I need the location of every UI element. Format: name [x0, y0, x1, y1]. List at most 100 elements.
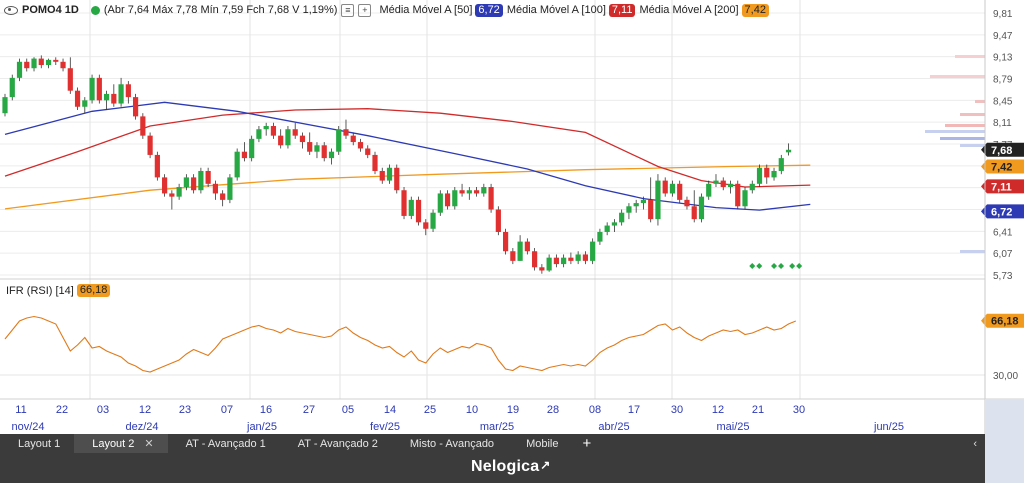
chevron-left-icon[interactable]: ‹ [973, 437, 977, 450]
price-tick-label: 9,47 [993, 31, 1013, 42]
candle-up [437, 193, 443, 213]
candle-down [74, 90, 81, 107]
candle-up [778, 158, 784, 171]
tab-at-avancado-1[interactable]: AT - Avançado 1 [168, 434, 280, 453]
tab-mobile[interactable]: Mobile [508, 434, 572, 453]
month-tick-label: dez/24 [125, 421, 158, 433]
candle-down [539, 267, 545, 271]
month-tick-label: mar/25 [480, 421, 514, 433]
ma50-price-tag-bg [981, 204, 1024, 219]
candle-down [582, 254, 588, 261]
candle-down [321, 145, 327, 159]
day-tick-label: 10 [466, 404, 478, 416]
candle-up [198, 170, 204, 191]
candle-down [60, 61, 66, 69]
tab-at-avancado-2[interactable]: AT - Avançado 2 [280, 434, 392, 453]
layout-tab-bar: Layout 1 Layout 2 ✕ AT - Avançado 1 AT - … [0, 434, 985, 453]
month-tick-label: nov/24 [11, 421, 44, 433]
candle-down [24, 61, 30, 69]
ma200-label[interactable]: Média Móvel A [200] [639, 4, 739, 16]
candle-down [372, 154, 378, 171]
tab-label: Mobile [526, 437, 559, 450]
tab-misto-avancado[interactable]: Misto - Avançado [392, 434, 508, 453]
candle-up [669, 183, 676, 194]
candle-down [473, 190, 480, 194]
price-tick-label: 6,41 [993, 227, 1013, 238]
candle-down [299, 135, 306, 143]
ma200-line [4, 164, 811, 210]
month-tick-label: abr/25 [598, 421, 629, 433]
candle-up [626, 206, 632, 213]
add-tab-icon[interactable]: + [582, 435, 592, 452]
eye-icon[interactable] [4, 5, 18, 15]
tab-label: Layout 1 [18, 437, 61, 450]
add-indicator-icon[interactable]: + [358, 3, 372, 17]
candle-up [597, 231, 603, 242]
candle-up [9, 77, 15, 98]
ma100-label[interactable]: Média Móvel A [100] [506, 4, 606, 16]
candle-up [408, 199, 414, 216]
day-tick-label: 12 [139, 404, 151, 416]
axis-corner-panel [985, 399, 1024, 483]
candle-up [640, 199, 647, 204]
brand-name: Nelogica [471, 458, 540, 475]
day-tick-label: 27 [303, 404, 315, 416]
candle-down [169, 193, 175, 197]
tab-label: Misto - Avançado [409, 437, 495, 450]
candle-down [684, 199, 690, 207]
candle-up [633, 203, 639, 207]
candle-down [205, 170, 211, 184]
last-price-tag: 7,68 [981, 142, 1024, 157]
candle-up [430, 212, 436, 229]
candle-down [720, 180, 726, 188]
signal-marker [771, 263, 778, 269]
symbol-label[interactable]: POMO4 1D [22, 4, 79, 16]
candle-down [307, 142, 313, 152]
candle-up [749, 183, 755, 191]
candle-down [53, 59, 59, 62]
candle-up [256, 129, 262, 139]
volume-profile-bar [930, 75, 985, 78]
candle-up [176, 187, 182, 197]
tab-layout-1[interactable]: Layout 1 [0, 434, 74, 453]
candle-up [16, 61, 23, 78]
day-tick-label: 11 [15, 404, 26, 416]
day-tick-label: 03 [97, 404, 109, 416]
ma50-label[interactable]: Média Móvel A [50] [379, 4, 473, 16]
rsi-value-badge: 66,18 [76, 284, 111, 297]
candle-up [118, 84, 124, 104]
candle-up [698, 196, 705, 220]
candle-up [82, 100, 88, 107]
candle-up [771, 170, 777, 178]
candle-down [401, 190, 407, 216]
candle-up [2, 97, 8, 114]
price-tick-label: 8,79 [993, 75, 1013, 86]
candle-down [394, 167, 400, 191]
tab-label: AT - Avançado 1 [185, 437, 266, 450]
candle-up [314, 145, 320, 152]
ma200-price-tag: 7,42 [981, 159, 1024, 174]
day-tick-label: 05 [342, 404, 354, 416]
candle-down [365, 148, 371, 155]
day-tick-label: 22 [56, 404, 68, 416]
day-tick-label: 19 [507, 404, 519, 416]
day-tick-label: 30 [671, 404, 683, 416]
candle-down [67, 68, 73, 91]
rsi-label[interactable]: IFR (RSI) [14] [6, 284, 74, 297]
candle-down [111, 93, 117, 104]
candle-down [415, 199, 422, 223]
last-price-tag-bg [981, 142, 1024, 157]
close-icon[interactable]: ✕ [144, 438, 154, 450]
day-tick-label: 28 [547, 404, 559, 416]
price-tick-label: 8,11 [993, 118, 1012, 129]
tab-layout-2[interactable]: Layout 2 ✕ [74, 434, 168, 453]
price-tick-label: 5,73 [993, 271, 1013, 282]
candle-up [234, 151, 240, 178]
volume-profile-bar [960, 113, 985, 116]
candle-down [162, 177, 168, 194]
volume-profile-bar [940, 137, 985, 140]
candle-up [249, 138, 255, 159]
nelogica-logo: Nelogica↗ [471, 458, 551, 476]
settings-icon[interactable]: ≡ [341, 3, 355, 17]
